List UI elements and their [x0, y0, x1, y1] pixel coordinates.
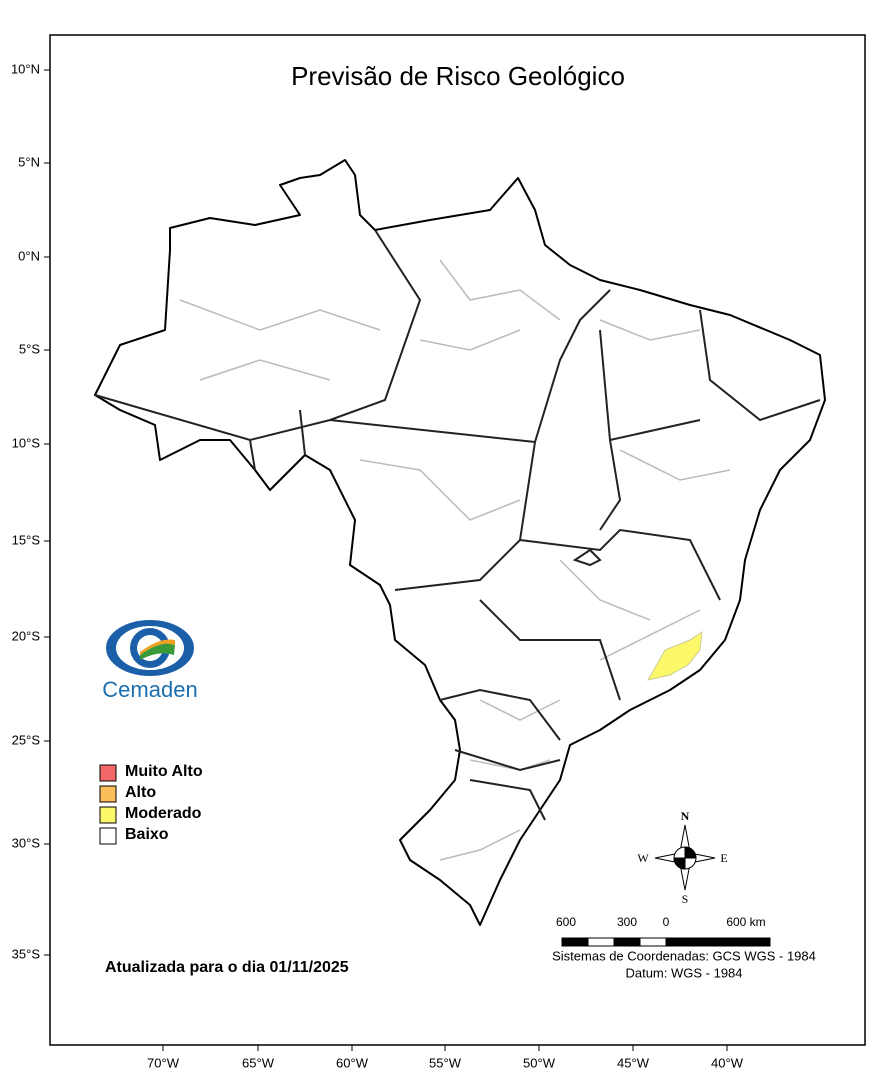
- lon-label: 70°W: [147, 1055, 180, 1070]
- compass-south: S: [682, 892, 689, 906]
- scale-label: 600 km: [726, 915, 765, 929]
- lon-label: 65°W: [242, 1055, 275, 1070]
- datum: Datum: WGS - 1984: [625, 965, 742, 980]
- lon-label: 50°W: [523, 1055, 556, 1070]
- cemaden-logo: [106, 620, 194, 676]
- lat-label: 5°S: [19, 341, 40, 356]
- lat-label: 30°S: [12, 835, 41, 850]
- lat-label: 10°S: [12, 435, 41, 450]
- lat-label: 5°N: [18, 154, 40, 169]
- lon-label: 60°W: [336, 1055, 369, 1070]
- legend-swatch: [99, 785, 117, 803]
- lat-label: 15°S: [12, 532, 41, 547]
- scale-bar: [561, 937, 771, 947]
- legend-label: Alto: [125, 784, 156, 801]
- compass-east: E: [720, 851, 727, 865]
- compass-north: N: [681, 809, 690, 823]
- legend-label: Muito Alto: [125, 763, 203, 780]
- lat-label: 20°S: [12, 628, 41, 643]
- compass-rose: [654, 824, 716, 891]
- country-outline: [94, 159, 826, 926]
- lat-label: 35°S: [12, 946, 41, 961]
- lat-label: 10°N: [11, 61, 40, 76]
- map-title: Previsão de Risco Geológico: [291, 61, 625, 91]
- scale-label: 600: [556, 915, 576, 929]
- state-lines: [94, 229, 821, 821]
- moderate-risk-area: [647, 630, 703, 681]
- legend-swatch: [99, 827, 117, 845]
- coordinate-system: Sistemas de Coordenadas: GCS WGS - 1984: [552, 948, 816, 963]
- legend-label: Moderado: [125, 805, 202, 822]
- scale-label: 300: [617, 915, 637, 929]
- legend-label: Baixo: [125, 826, 169, 843]
- legend-swatch: [99, 806, 117, 824]
- lon-label: 55°W: [429, 1055, 462, 1070]
- compass-west: W: [637, 851, 649, 865]
- lat-label: 0°N: [18, 248, 40, 263]
- scale-label: 0: [663, 915, 670, 929]
- legend: Muito Alto Alto Moderado Baixo: [99, 763, 203, 845]
- logo-text: Cemaden: [102, 677, 197, 702]
- lon-label: 40°W: [711, 1055, 744, 1070]
- legend-swatch: [99, 764, 117, 782]
- lat-label: 25°S: [12, 732, 41, 747]
- lon-label: 45°W: [617, 1055, 650, 1070]
- update-note: Atualizada para o dia 01/11/2025: [105, 959, 349, 976]
